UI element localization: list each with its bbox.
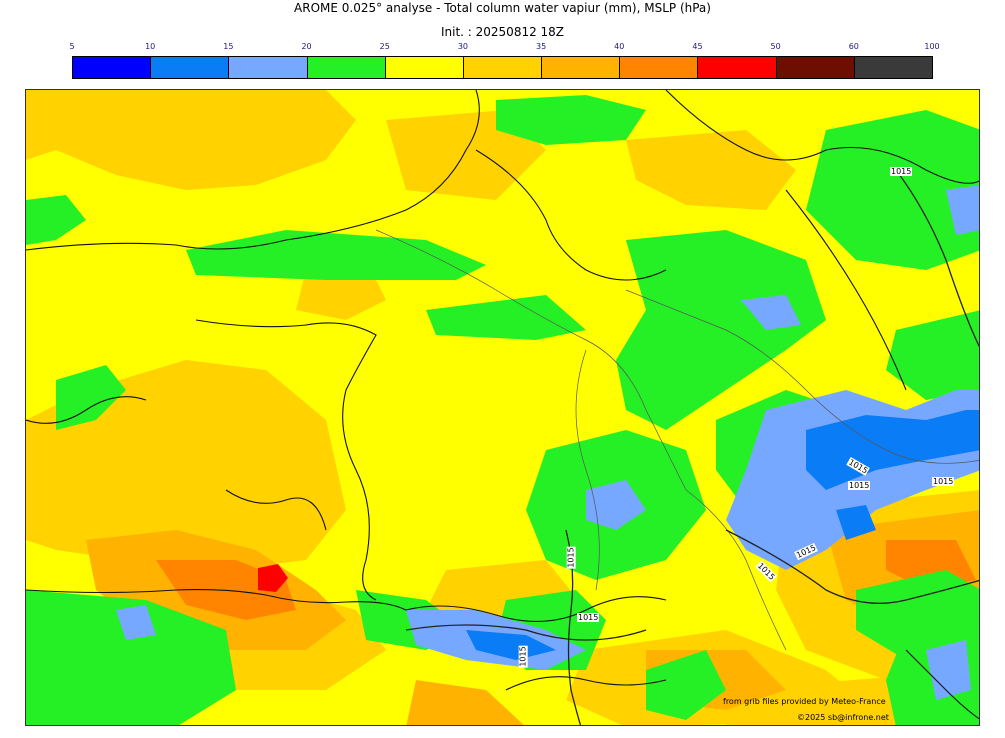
colorbar-segment [697, 56, 776, 79]
colorbar-tick-label: 30 [457, 42, 468, 51]
colorbar-tick-label: 5 [69, 42, 75, 51]
red-regions [258, 564, 288, 592]
colorbar-segment [72, 56, 151, 79]
colorbar-tick-label: 25 [379, 42, 390, 51]
colorbar-segment [775, 56, 854, 79]
colorbar-segment [306, 56, 385, 79]
colorbar-tick-label: 50 [770, 42, 781, 51]
colorbar-segment [462, 56, 542, 79]
colorbar-tick-label: 45 [692, 42, 703, 51]
colorbar-tick-label: 40 [614, 42, 625, 51]
weather-map [25, 89, 980, 726]
colorbar-segment [150, 56, 229, 79]
copyright: ©2025 sb@infrone.net [797, 713, 889, 722]
isobar-label: 1015 [848, 481, 871, 490]
isobar-label: 1015 [932, 477, 955, 486]
isobar-label: 1015 [577, 613, 600, 622]
map-canvas [26, 90, 979, 725]
colorbar-tick-label: 100 [924, 42, 940, 51]
borders [375, 229, 979, 651]
colorbar-segment [228, 56, 307, 79]
colorbar-tick-label: 20 [301, 42, 312, 51]
map-title: AROME 0.025° analyse - Total column wate… [294, 1, 711, 15]
colorbar-tick-label: 15 [223, 42, 234, 51]
colorbar-segment [384, 56, 463, 79]
colorbar-tick-label: 35 [535, 42, 547, 51]
colorbar-segment [853, 56, 932, 79]
isobar-label: 1015 [518, 645, 528, 668]
colorbar-tick-label: 10 [145, 42, 156, 51]
colorbar-segment [541, 56, 620, 79]
colorbar-segment [619, 56, 698, 79]
isobar-label: 1015 [566, 546, 576, 569]
colorbar-edge [932, 56, 933, 79]
blue-regions [466, 410, 979, 660]
source-credit: from grib files provided by Meteo-France [723, 697, 886, 706]
coastlines [26, 90, 979, 720]
isobar-label: 1015 [890, 167, 913, 176]
colorbar-tick-label: 60 [848, 42, 859, 51]
init-time: Init. : 20250812 18Z [440, 25, 565, 39]
